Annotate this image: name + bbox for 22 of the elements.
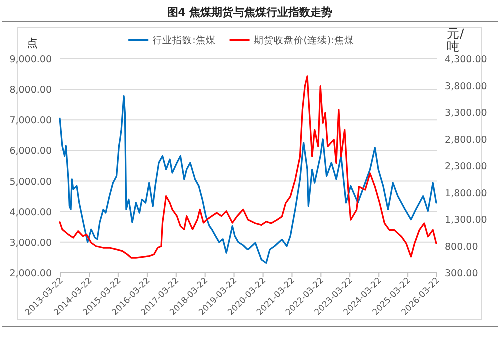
y2-tick-label: 300.00 [445,268,478,280]
y2-tick-label: 2,300.00 [445,162,488,172]
y2-tick-label: 2,800.00 [445,134,488,146]
y2-tick-label: 3,300.00 [445,108,488,119]
y2-tick-label: 1,300.00 [445,215,488,226]
y2-tick-label: 3,800.00 [445,81,488,92]
y2-axis-title: 元/吨 [447,26,465,54]
chart-title: 图4 焦煤期货与焦煤行业指数走势 [167,6,333,19]
legend-label: 行业指数:焦煤 [152,34,216,46]
y-axis-title: 点 [27,37,38,50]
y-tick-label: 8,000.00 [10,85,52,96]
y2-tick-label: 4,300.00 [445,54,488,66]
y-tick-label: 7,000.00 [10,116,52,127]
y-tick-label: 6,000.00 [10,146,52,158]
y-tick-label: 2,000.00 [10,268,52,280]
y2-tick-label: 1,800.00 [445,188,488,200]
y-tick-label: 5,000.00 [10,176,52,188]
legend-label: 期货收盘价(连续):焦煤 [254,34,354,46]
y-tick-label: 4,000.00 [10,207,52,218]
y-tick-label: 3,000.00 [10,238,52,249]
y-tick-label: 9,000.00 [10,54,52,66]
y2-tick-label: 800.00 [445,242,478,253]
